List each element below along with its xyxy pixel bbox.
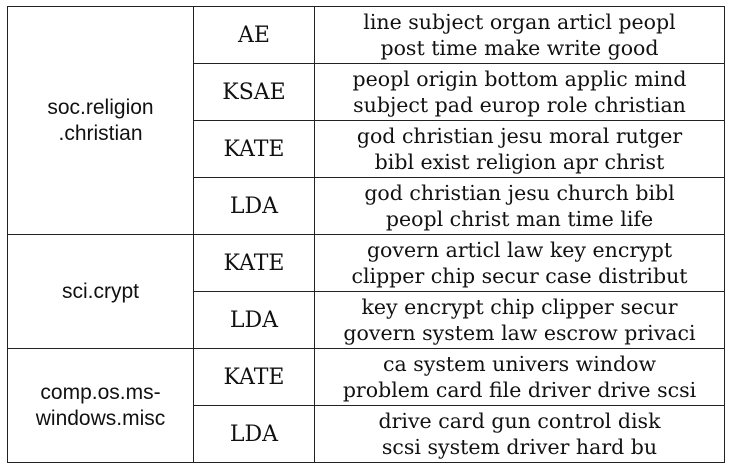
category-cell: sci.crypt — [7, 234, 194, 349]
topic-words-cell: govern articl law key encrypt clipper ch… — [314, 234, 725, 292]
topic-words-line: god christian jesu moral rutger — [356, 124, 683, 148]
method-cell: KSAE — [193, 63, 315, 121]
topic-words-line: clipper chip secur case distribut — [351, 264, 688, 288]
method-cell: KATE — [193, 120, 315, 178]
topic-words-line: post time make write good — [380, 36, 659, 60]
topic-words-line: bibl exist religion apr christ — [374, 150, 665, 174]
topic-words-cell: drive card gun control disk scsi system … — [314, 405, 725, 463]
topic-words-cell: god christian jesu church bibl peopl chr… — [314, 177, 725, 235]
table-row: comp.os.ms- windows.misc KATE ca system … — [7, 348, 725, 463]
category-label-line: comp.os.ms- — [40, 380, 161, 404]
topic-words-cell: god christian jesu moral rutger bibl exi… — [314, 120, 725, 178]
table-row: LDA key encrypt chip clipper secur gover… — [8, 291, 725, 349]
topic-words-cell: peopl origin bottom applic mind subject … — [314, 63, 725, 121]
topic-words-line: line subject organ articl peopl — [363, 10, 676, 34]
topic-words-line: god christian jesu church bibl — [364, 181, 675, 205]
table-row: soc.religion .christian AE line subject … — [7, 6, 725, 235]
method-cell: AE — [193, 6, 315, 64]
table-row: KATE god christian jesu moral rutger bib… — [8, 120, 725, 178]
table-row: sci.crypt KATE govern articl law key enc… — [7, 234, 725, 349]
topic-words-line: scsi system driver hard bu — [381, 435, 658, 459]
topic-words-line: peopl origin bottom applic mind — [352, 67, 687, 91]
method-cell: LDA — [193, 177, 315, 235]
topic-words-line: subject pad europ role christian — [353, 93, 686, 117]
category-label-line: soc.religion — [47, 95, 154, 119]
method-cell: KATE — [193, 234, 315, 292]
topic-words-line: ca system univers window — [383, 352, 656, 376]
method-cell: KATE — [193, 348, 315, 406]
table-row: KSAE peopl origin bottom applic mind sub… — [8, 63, 725, 121]
topic-words-line: problem card file driver drive scsi — [342, 378, 697, 402]
topic-words-line: key encrypt chip clipper secur — [361, 295, 678, 319]
category-cell: soc.religion .christian — [7, 6, 194, 235]
method-cell: LDA — [193, 291, 315, 349]
topic-words-cell: line subject organ articl peopl post tim… — [314, 6, 725, 64]
topic-words-cell: key encrypt chip clipper secur govern sy… — [314, 291, 725, 349]
category-label-line: sci.crypt — [61, 279, 139, 303]
topic-words-line: peopl christ man time life — [385, 207, 654, 231]
category-label-line: .christian — [58, 121, 143, 145]
topic-words-line: govern system law escrow privaci — [343, 321, 696, 345]
table-wrapper: soc.religion .christian AE line subject … — [7, 6, 725, 463]
topic-words-line: drive card gun control disk — [378, 409, 661, 433]
topic-words-cell: ca system univers window problem card fi… — [314, 348, 725, 406]
table-row: LDA drive card gun control disk scsi sys… — [8, 405, 725, 463]
category-cell: comp.os.ms- windows.misc — [7, 348, 194, 463]
topic-words-line: govern articl law key encrypt — [366, 238, 673, 262]
table-row: LDA god christian jesu church bibl peopl… — [8, 177, 725, 235]
category-label-line: windows.misc — [35, 406, 166, 430]
method-cell: LDA — [193, 405, 315, 463]
topic-words-table: soc.religion .christian AE line subject … — [7, 6, 725, 463]
